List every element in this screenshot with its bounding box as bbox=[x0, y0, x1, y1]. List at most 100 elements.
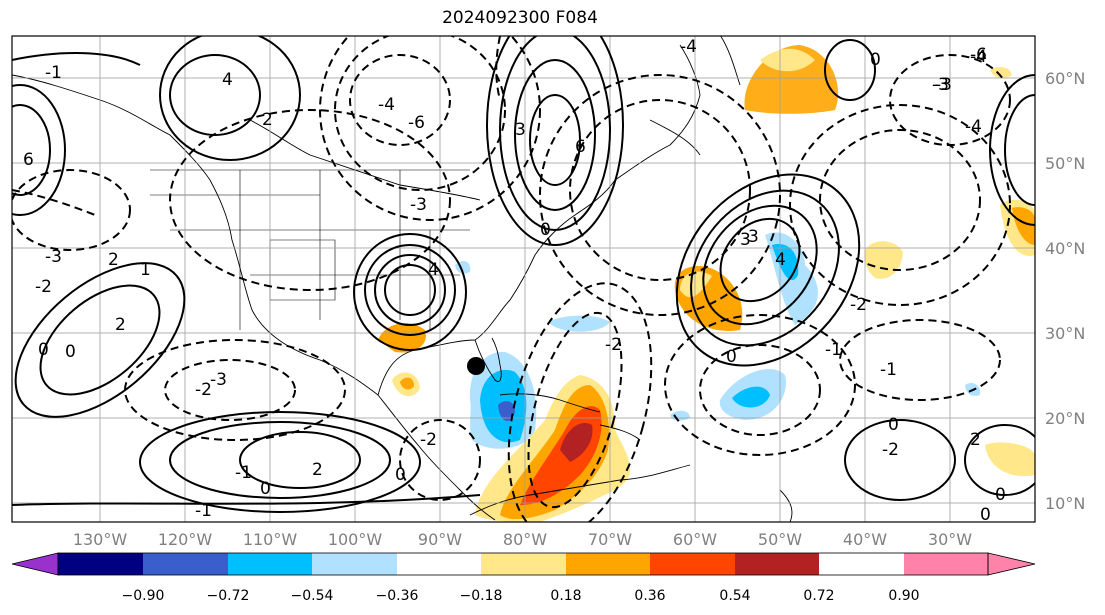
lon-label: 110°W bbox=[243, 530, 298, 549]
colorbar-tick-label: 0.18 bbox=[550, 588, 581, 604]
colorbar-tick-label: −0.18 bbox=[460, 588, 503, 604]
colorbar-tick-label: 0.90 bbox=[888, 588, 919, 604]
colorbar-tick-label: −0.72 bbox=[207, 588, 250, 604]
contour-label: -4 bbox=[970, 47, 987, 67]
lon-label: 90°W bbox=[418, 530, 462, 549]
contour-label: 2 bbox=[115, 315, 126, 335]
contour-label: 1 bbox=[140, 260, 151, 280]
colorbar-tick-label: 0.72 bbox=[803, 588, 834, 604]
contour-label: -2 bbox=[195, 380, 212, 400]
lon-label: 70°W bbox=[588, 530, 632, 549]
contour-label: -1 bbox=[880, 360, 897, 380]
colorbar-outline bbox=[57, 552, 989, 576]
lon-label: 100°W bbox=[328, 530, 383, 549]
colorbar-ticks: −0.90 −0.72 −0.54 −0.36 −0.18 0.18 0.36 … bbox=[122, 588, 920, 604]
contour-label: -4 bbox=[680, 37, 697, 57]
longitude-labels: 130°W 120°W 110°W 100°W 90°W 80°W 70°W 6… bbox=[73, 530, 972, 549]
lon-label: 30°W bbox=[928, 530, 972, 549]
contour-label: 0 bbox=[726, 347, 737, 367]
lon-label: 120°W bbox=[158, 530, 213, 549]
colorbar-segment bbox=[397, 553, 481, 575]
contour-label: 0 bbox=[540, 220, 551, 240]
lat-label: 50°N bbox=[1045, 154, 1085, 173]
contour-labels: -1 4 2 -4 -4 -3 -6 6 -3 4 -3 -6 3 -2 0 2… bbox=[23, 37, 1006, 525]
contour-label: 0 bbox=[980, 505, 991, 525]
contour-label: -2 bbox=[605, 335, 622, 355]
contour-label: 6 bbox=[575, 137, 586, 157]
colorbar-segment bbox=[481, 553, 566, 575]
negative-contours bbox=[12, 36, 1011, 522]
contour-label: -3 bbox=[210, 370, 227, 390]
borders bbox=[150, 169, 470, 330]
contour-label: -2 bbox=[850, 295, 867, 315]
contour-label: 4 bbox=[428, 260, 439, 280]
positive-contours bbox=[12, 36, 1035, 513]
contour-label: -1 bbox=[45, 63, 62, 83]
contour-label: -3 bbox=[932, 75, 949, 95]
colorbar bbox=[11, 552, 1036, 576]
contour-label: -6 bbox=[970, 45, 987, 65]
contour-label: -2 bbox=[420, 430, 437, 450]
lon-label: 80°W bbox=[503, 530, 547, 549]
colorbar-segment bbox=[228, 553, 312, 575]
contour-label: -4 bbox=[965, 117, 982, 137]
lon-label: 60°W bbox=[673, 530, 717, 549]
contour-label: -2 bbox=[882, 440, 899, 460]
contour-label: 2 bbox=[108, 250, 119, 270]
colorbar-segment bbox=[143, 553, 228, 575]
lon-label: 130°W bbox=[73, 530, 128, 549]
contour-label: 2 bbox=[970, 430, 981, 450]
contour-label: 0 bbox=[995, 485, 1006, 505]
contour-label: -1 bbox=[195, 501, 212, 521]
contour-label: 0 bbox=[395, 465, 406, 485]
colorbar-extend-low bbox=[11, 552, 59, 576]
colorbar-segment bbox=[566, 553, 650, 575]
contour-label: -4 bbox=[378, 95, 395, 115]
map-title: 2024092300 F084 bbox=[442, 8, 598, 28]
contour-label: 3 bbox=[515, 120, 526, 140]
colorbar-tick-label: 0.36 bbox=[634, 588, 665, 604]
colorbar-segment bbox=[58, 553, 143, 575]
map-frame bbox=[11, 35, 1036, 523]
colorbar-extend-high bbox=[987, 552, 1036, 576]
contour-label: -3 bbox=[45, 247, 62, 267]
contour-label: -3 bbox=[410, 195, 427, 215]
contour-label: 3 bbox=[748, 227, 759, 247]
contour-label: 4 bbox=[222, 70, 233, 90]
contour-label: 2 bbox=[262, 110, 273, 130]
shading-layer bbox=[378, 45, 1035, 522]
contour-label: 0 bbox=[65, 342, 76, 362]
colorbar-tick-label: −0.36 bbox=[376, 588, 419, 604]
contour-label: 3 bbox=[740, 230, 751, 250]
contour-label: -3 bbox=[935, 75, 952, 95]
lat-label: 30°N bbox=[1045, 324, 1085, 343]
contour-label: 6 bbox=[23, 150, 34, 170]
contour-label: -1 bbox=[825, 340, 842, 360]
contour-label: -1 bbox=[235, 463, 252, 483]
colorbar-tick-label: −0.54 bbox=[291, 588, 334, 604]
contour-label: 2 bbox=[312, 460, 323, 480]
contour-label: 0 bbox=[870, 50, 881, 70]
contour-label: 0 bbox=[38, 340, 49, 360]
colorbar-tick-label: −0.90 bbox=[122, 588, 165, 604]
lat-label: 60°N bbox=[1045, 69, 1085, 88]
latitude-labels: 60°N 50°N 40°N 30°N 20°N 10°N bbox=[1045, 69, 1085, 513]
contour-label: 0 bbox=[888, 415, 899, 435]
storm-center-marker bbox=[467, 357, 485, 375]
contour-label: -2 bbox=[35, 277, 52, 297]
lon-label: 50°W bbox=[758, 530, 802, 549]
contour-label: 0 bbox=[260, 479, 271, 499]
colorbar-segment bbox=[650, 553, 735, 575]
map-content: -1 4 2 -4 -4 -3 -6 6 -3 4 -3 -6 3 -2 0 2… bbox=[12, 36, 1035, 525]
colorbar-segment bbox=[312, 553, 397, 575]
colorbar-tick-label: 0.54 bbox=[719, 588, 750, 604]
lat-label: 40°N bbox=[1045, 239, 1085, 258]
colorbar-segment bbox=[735, 553, 819, 575]
lat-label: 20°N bbox=[1045, 409, 1085, 428]
lat-label: 10°N bbox=[1045, 494, 1085, 513]
lon-label: 40°W bbox=[843, 530, 887, 549]
contour-label: -6 bbox=[408, 113, 425, 133]
colorbar-segment bbox=[904, 553, 988, 575]
contour-label: 4 bbox=[775, 250, 786, 270]
